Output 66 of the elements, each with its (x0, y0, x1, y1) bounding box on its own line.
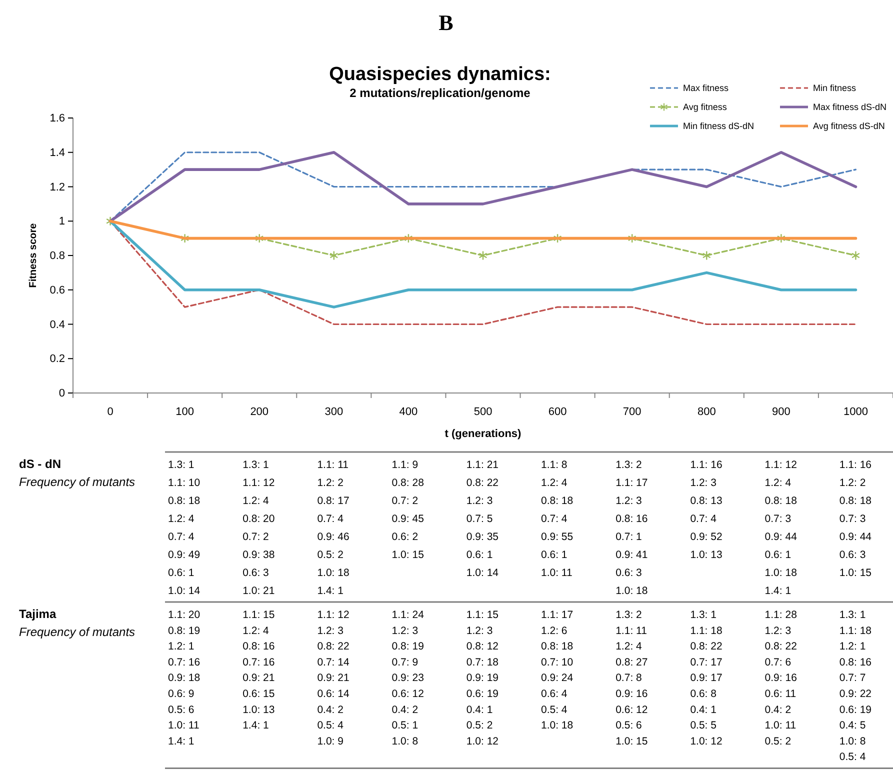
text: 1.1: 16 1.2: 3 0.8: 13 0.7: 4 0.9: 52 1.0: 13 (690, 459, 722, 561)
y-tick-label: 0.4 (50, 318, 65, 331)
point (702, 250, 711, 260)
x-tick-label: 400 (399, 406, 418, 418)
y-tick-label: 0.6 (50, 284, 65, 296)
x-tick-label: 500 (474, 406, 492, 418)
text: 1.1: 8 1.2: 4 0.8: 18 0.7: 4 0.9: 55 0.6: 1 1.0: 11 (541, 459, 574, 579)
y-tick-label: 1.6 (50, 112, 65, 125)
x-tick-label: 0 (107, 406, 114, 418)
text: Tajima (19, 607, 56, 621)
x-tick-label: 700 (622, 406, 642, 418)
text: 1.3: 2 1.1: 11 1.2: 4 0.8: 27 0.7: 8 0.9: 16 0.6: 12 0.5: 6 1.0: 15 (616, 609, 648, 748)
text: 1.3: 1 1.1: 12 1.2: 4 0.8: 20 0.7: 2 0.9: 38 0.6: 3 1.0: 21 (242, 459, 275, 597)
x-axis-title: t (generations) (444, 428, 522, 440)
text: 1.1: 28 1.2: 3 0.8: 22 0.7: 6 0.9: 16 0.6: 11 0.4: 2 1.0: 11 0.5: 2 (764, 609, 797, 748)
point (330, 250, 338, 260)
x-tick-label: 200 (250, 406, 269, 418)
point (628, 233, 636, 244)
text: 1.1: 20 0.8: 19 1.2: 1 0.7: 16 0.9: 18 0.6: 9 0.5: 6 1.0: 11 1.4: 1 (168, 609, 200, 748)
point (851, 250, 860, 260)
point (404, 233, 413, 244)
legend-label: Avg fitness dS-dN (813, 121, 885, 131)
text: 1.1: 9 0.8: 28 0.7: 2 0.9: 45 0.6: 2 1.0: 15 (392, 459, 424, 561)
text: Frequency of mutants (19, 625, 136, 639)
y-tick-label: 0.8 (50, 250, 65, 262)
text: 1.1: 12 1.2: 4 0.8: 18 0.7: 3 0.9: 44 0.6: 1 1.0: 18 1.4: 1 (764, 459, 798, 597)
chart-subtitle: 2 mutations/replication/genome (350, 86, 531, 100)
point (180, 233, 190, 244)
text: 1.3: 1 1.1: 18 1.2: 1 0.8: 16 0.7: 7 0.9: 22 0.6: 19 0.4: 5 1.0: 8 0.5: 4 (839, 609, 872, 764)
y-tick-label: 1 (58, 216, 65, 228)
y-tick-label: 0 (58, 388, 65, 400)
text: 1.1: 21 0.8: 22 1.2: 3 0.7: 5 0.9: 35 0.6: 1 1.0: 14 (466, 459, 499, 579)
text: 1.1: 11 1.2: 2 0.8: 17 0.7: 4 0.9: 46 0.5: 2 1.0: 18 1.4: 1 (317, 459, 350, 597)
line-series (108, 220, 858, 308)
text: Frequency of mutants (19, 475, 136, 489)
x-tick-label: 800 (697, 406, 716, 418)
text: B (438, 10, 454, 35)
y-tick-label: 1.2 (50, 181, 65, 194)
text: 1.1: 12 1.2: 3 0.8: 22 0.7: 14 0.9: 21 0.6: 14 0.4: 2 0.5: 4 1.0: 9 (317, 609, 350, 748)
text: 1.1: 16 1.2: 2 0.8: 18 0.7: 3 0.9: 44 0.6: 3 1.0: 15 (839, 459, 872, 579)
x-tick-label: 600 (548, 406, 567, 418)
text: 1.1: 15 1.2: 3 0.8: 12 0.7: 18 0.9: 19 0.6: 19 0.4: 1 0.5: 2 1.0: 12 (466, 609, 499, 748)
x-tick-label: 1000 (843, 406, 868, 418)
legend-label: Min fitness dS-dN (683, 121, 754, 131)
text: 1.3: 1 1.1: 10 0.8: 18 1.2: 4 0.7: 4 0.9: 49 0.6: 1 1.0: 14 (168, 459, 200, 597)
chart-title: Quasispecies dynamics: (329, 64, 551, 85)
text: 1.3: 2 1.1: 17 1.2: 3 0.8: 16 0.7: 1 0.9: 41 0.6: 3 1.0: 18 (616, 459, 648, 597)
point (255, 233, 264, 244)
y-tick-label: 0.2 (50, 353, 65, 366)
point (478, 250, 488, 260)
y-axis-title: Fitness score (28, 222, 39, 288)
legend-label: Max fitness dS-dN (813, 102, 887, 112)
text: 1.3: 1 1.1: 18 0.8: 22 0.7: 17 0.9: 17 0.6: 8 0.4: 1 0.5: 5 1.0: 12 (690, 609, 722, 748)
text: 1.1: 24 1.2: 3 0.8: 19 0.7: 9 0.9: 23 0.6: 12 0.4: 2 0.5: 1 1.0: 8 (392, 609, 424, 748)
legend-label: Min fitness (813, 83, 857, 93)
text: dS - dN (19, 457, 61, 471)
y-tick-label: 1.4 (50, 146, 65, 159)
x-tick-label: 300 (324, 406, 344, 418)
point (776, 233, 786, 244)
legend-label: Avg fitness (683, 102, 728, 112)
point (553, 233, 562, 244)
x-tick-label: 900 (772, 406, 790, 418)
text: 1.1: 17 1.2: 6 0.8: 18 0.7: 10 0.9: 24 0.6: 4 0.5: 4 1.0: 18 (541, 609, 574, 732)
text: 1.1: 15 1.2: 4 0.8: 16 0.7: 16 0.9: 21 0.6: 15 1.0: 13 1.4: 1 (242, 609, 275, 732)
x-tick-label: 100 (176, 406, 194, 418)
legend-label: Max fitness (683, 83, 730, 93)
